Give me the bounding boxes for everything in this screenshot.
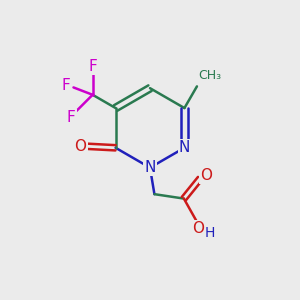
Text: O: O xyxy=(200,168,212,183)
Text: F: F xyxy=(62,79,70,94)
Text: F: F xyxy=(88,59,97,74)
Text: N: N xyxy=(179,140,190,155)
Text: F: F xyxy=(67,110,76,125)
Text: O: O xyxy=(192,221,204,236)
Text: N: N xyxy=(144,160,156,175)
Text: H: H xyxy=(205,226,215,240)
Text: CH₃: CH₃ xyxy=(198,69,221,82)
Text: O: O xyxy=(74,139,86,154)
